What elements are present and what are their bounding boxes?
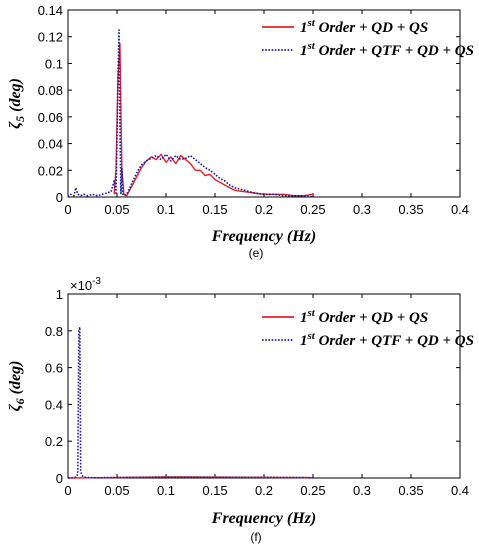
legend-entry: 1st Order + QD + QS: [300, 307, 428, 326]
chart-panel-f: 0 0.05 0.1 0.15 0.2 0.25 0.3 0.35 0.4 0 0.2 0.4 0.6 0…: [7, 276, 474, 544]
y-tick-label: 0.04: [38, 137, 63, 152]
y-tick-label: 0.06: [38, 110, 63, 125]
x-tick-label: 0.15: [202, 483, 227, 498]
y-scale-multiplier: ×10-3: [70, 276, 101, 293]
x-tick-label: 0.1: [157, 483, 175, 498]
y-tick-label: 0.02: [38, 163, 63, 178]
y-tick-label: 0.1: [45, 56, 63, 71]
panel-caption: (f): [250, 530, 261, 544]
x-tick-label: 0.25: [300, 202, 325, 217]
y-tick-label: 0.6: [45, 361, 63, 376]
legend-entry: 1st Order + QTF + QD + QS: [300, 330, 474, 349]
x-tick-label: 0.4: [451, 202, 469, 217]
x-tick-label: 0.35: [398, 483, 423, 498]
y-tick-label: 0: [56, 190, 63, 205]
x-tick-label: 0.05: [104, 202, 129, 217]
y-tick-label: 0.08: [38, 83, 63, 98]
x-tick-label: 0.2: [255, 202, 273, 217]
y-tick-label: 0.12: [38, 30, 63, 45]
x-tick-label: 0: [64, 202, 71, 217]
x-tick-label: 0: [64, 483, 71, 498]
plot-frame: [67, 9, 461, 198]
x-tick-label: 0.35: [398, 202, 423, 217]
x-tick-label: 0.3: [353, 202, 371, 217]
y-tick-label: 0: [56, 471, 63, 486]
x-axis-label: Frequency (Hz): [211, 510, 316, 527]
y-tick-label: 1: [56, 287, 63, 302]
x-tick-label: 0.4: [451, 483, 469, 498]
x-tick-label: 0.15: [202, 202, 227, 217]
series-line-first-order-qd-qs: [113, 42, 314, 197]
y-tick-label: 0.8: [45, 324, 63, 339]
x-tick-label: 0.1: [157, 202, 175, 217]
series-line-first-order-qtf-qd-qs: [67, 29, 314, 198]
series-line-first-order-qtf-qd-qs: [67, 326, 314, 479]
x-tick-label: 0.05: [104, 483, 129, 498]
x-axis-label: Frequency (Hz): [211, 228, 316, 245]
y-axis-label: ζ6 (deg): [7, 361, 27, 412]
legend-entry: 1st Order + QTF + QD + QS: [300, 40, 474, 59]
x-tick-label: 0.3: [353, 483, 371, 498]
x-tick-label: 0.25: [300, 483, 325, 498]
y-tick-label: 0.4: [45, 397, 63, 412]
y-axis-label: ζ5 (deg): [7, 78, 27, 129]
y-tick-label: 0.2: [45, 434, 63, 449]
y-tick-label: 0.14: [38, 3, 63, 18]
x-tick-label: 0.2: [255, 483, 273, 498]
chart-panel-e: 0 0.05 0.1 0.15 0.2 0.25 0.3 0.35 0.4 0 0.02 0.04 0.…: [7, 3, 474, 260]
panel-caption: (e): [249, 246, 264, 260]
legend-entry: 1st Order + QD + QS: [300, 17, 428, 36]
